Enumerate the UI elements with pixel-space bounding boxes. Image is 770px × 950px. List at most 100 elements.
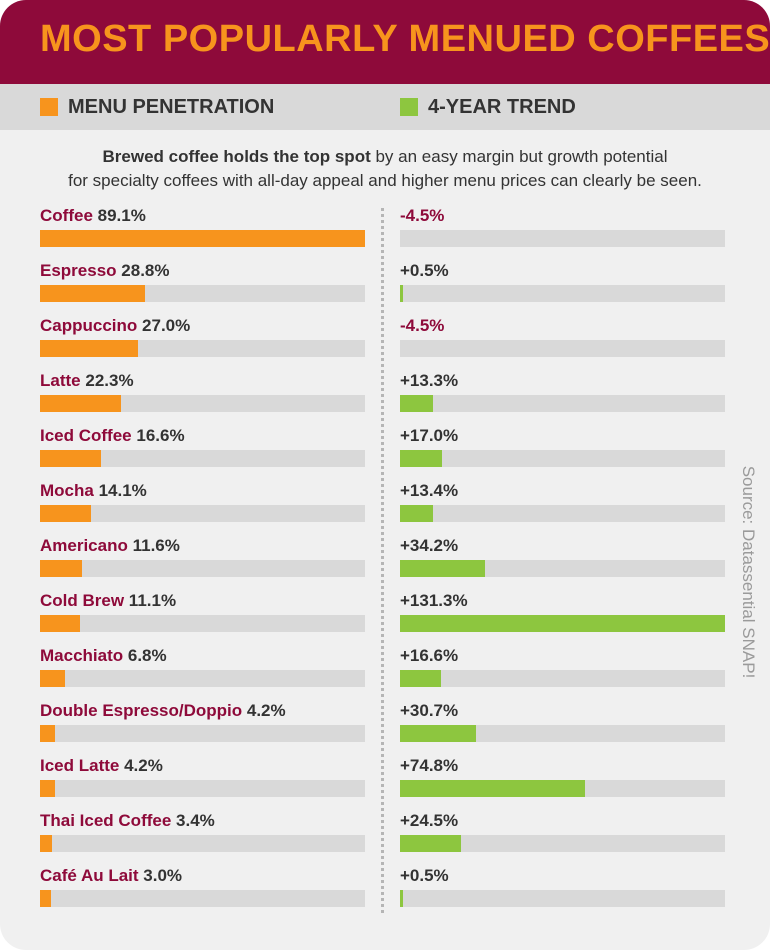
category-name: Thai Iced Coffee <box>40 811 172 830</box>
category-name: Cappuccino <box>40 316 138 335</box>
penetration-value-label: 28.8% <box>121 261 170 280</box>
trend-bar <box>400 285 403 302</box>
trend-value-label: +30.7% <box>400 701 459 720</box>
trend-bar-track <box>400 835 725 852</box>
penetration-value-label: 11.6% <box>132 536 180 555</box>
category-name: Double Espresso/Doppio <box>40 701 243 720</box>
penetration-bar-track <box>40 505 365 522</box>
trend-bar <box>400 670 442 687</box>
penetration-bar-track <box>40 285 365 302</box>
penetration-bar <box>40 835 53 852</box>
subtitle-line1: by an easy margin but growth potential <box>370 147 668 166</box>
trend-bar-track <box>400 615 725 632</box>
trend-bar <box>400 560 485 577</box>
trend-bar-track <box>400 780 725 797</box>
category-label: Iced Coffee 16.6% <box>40 426 185 446</box>
category-label: Café Au Lait 3.0% <box>40 866 182 886</box>
trend-bar-track <box>400 285 725 302</box>
penetration-bar <box>40 670 65 687</box>
trend-bar <box>400 615 725 632</box>
trend-bar-track <box>400 890 725 907</box>
category-name: Iced Coffee <box>40 426 132 445</box>
trend-value-label: +13.4% <box>400 481 459 500</box>
legend-swatch-green <box>400 98 418 116</box>
trend-bar <box>400 725 476 742</box>
category-label: Mocha 14.1% <box>40 481 147 501</box>
trend-value-label: +0.5% <box>400 866 449 885</box>
penetration-value-label: 3.0% <box>143 866 183 885</box>
category-name: Americano <box>40 536 128 555</box>
trend-value-label: +0.5% <box>400 261 449 280</box>
category-label: Cold Brew 11.1% <box>40 591 176 611</box>
category-name: Latte <box>40 371 81 390</box>
penetration-bar <box>40 890 51 907</box>
category-name: Mocha <box>40 481 94 500</box>
legend-swatch-orange <box>40 98 58 116</box>
chart-title: MOST POPULARLY MENUED COFFEES <box>40 18 770 60</box>
trend-value-label: +24.5% <box>400 811 459 830</box>
legend-item-trend: 4-YEAR TREND <box>400 84 576 130</box>
penetration-bar-track <box>40 725 365 742</box>
chart-subtitle: Brewed coffee holds the top spot by an e… <box>0 145 770 193</box>
trend-value-label: +131.3% <box>400 591 468 610</box>
trend-bar-track <box>400 725 725 742</box>
category-label: Coffee 89.1% <box>40 206 146 226</box>
penetration-value-label: 4.2% <box>246 701 286 720</box>
trend-value-label: -4.5% <box>400 316 445 335</box>
penetration-value-label: 16.6% <box>136 426 185 445</box>
category-label: Cappuccino 27.0% <box>40 316 190 336</box>
trend-bar <box>400 835 461 852</box>
penetration-value-label: 27.0% <box>142 316 191 335</box>
penetration-bar-track <box>40 395 365 412</box>
trend-bar <box>400 505 434 522</box>
penetration-bar-track <box>40 835 365 852</box>
legend: MENU PENETRATION 4-YEAR TREND <box>0 84 770 130</box>
trend-value-label: +74.8% <box>400 756 459 775</box>
category-name: Espresso <box>40 261 117 280</box>
penetration-value-label: 22.3% <box>85 371 134 390</box>
penetration-bar <box>40 780 56 797</box>
category-name: Macchiato <box>40 646 124 665</box>
category-label: Thai Iced Coffee 3.4% <box>40 811 215 831</box>
legend-label-trend: 4-YEAR TREND <box>428 95 576 118</box>
trend-bar-track <box>400 450 725 467</box>
trend-value-label: +16.6% <box>400 646 459 665</box>
penetration-bar <box>40 615 81 632</box>
penetration-bar <box>40 450 101 467</box>
trend-bar-track <box>400 560 725 577</box>
penetration-bar-track <box>40 890 365 907</box>
penetration-bar <box>40 395 122 412</box>
subtitle-line2: for specialty coffees with all-day appea… <box>68 171 702 190</box>
penetration-bar-track <box>40 615 365 632</box>
legend-item-penetration: MENU PENETRATION <box>40 84 274 130</box>
column-divider <box>381 208 384 913</box>
penetration-value-label: 6.8% <box>127 646 167 665</box>
penetration-bar <box>40 725 56 742</box>
trend-bar-track <box>400 670 725 687</box>
penetration-bar-track <box>40 340 365 357</box>
trend-bar <box>400 890 403 907</box>
penetration-bar <box>40 505 92 522</box>
penetration-value-label: 4.2% <box>124 756 163 775</box>
trend-bar-track <box>400 395 725 412</box>
category-name: Cold Brew <box>40 591 125 610</box>
trend-bar <box>400 395 433 412</box>
trend-bar-track <box>400 505 725 522</box>
source-note: Source: Datassential SNAP! <box>739 465 758 679</box>
penetration-bar <box>40 230 365 247</box>
penetration-bar <box>40 560 83 577</box>
penetration-value-label: 14.1% <box>98 481 147 500</box>
category-label: Double Espresso/Doppio 4.2% <box>40 701 286 721</box>
penetration-bar-track <box>40 560 365 577</box>
trend-bar <box>400 780 586 797</box>
header-banner: MOST POPULARLY MENUED COFFEES <box>0 0 770 84</box>
penetration-value-label: 11.1% <box>128 591 177 610</box>
category-label: Latte 22.3% <box>40 371 134 391</box>
trend-bar-track <box>400 230 725 247</box>
category-name: Café Au Lait <box>40 866 139 885</box>
category-name: Coffee <box>40 206 93 225</box>
trend-value-label: +34.2% <box>400 536 459 555</box>
category-label: Iced Latte 4.2% <box>40 756 163 776</box>
category-label: Americano 11.6% <box>40 536 180 556</box>
